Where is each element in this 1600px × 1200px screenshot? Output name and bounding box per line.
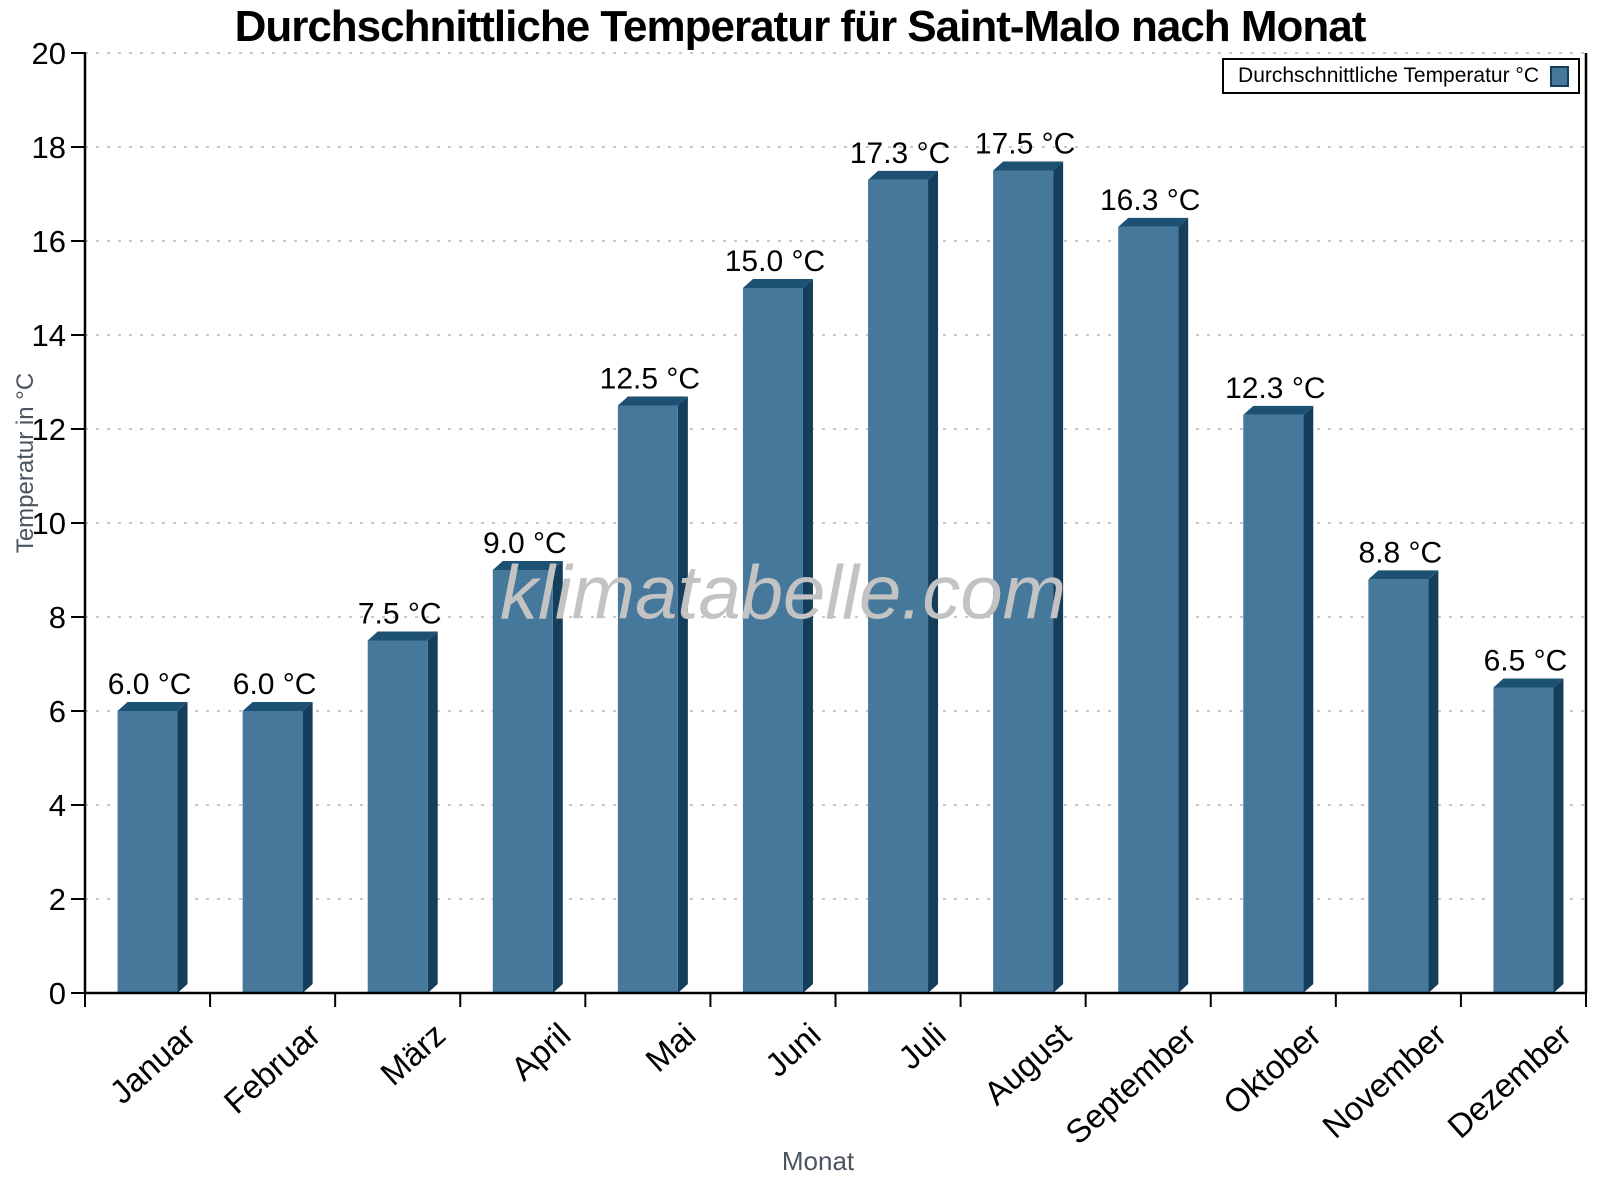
bar-top-face — [868, 170, 939, 180]
value-label: 17.3 °C — [850, 137, 950, 170]
y-tick-label: 6 — [49, 694, 66, 729]
bar-top-face — [492, 561, 563, 570]
y-tick-label: 2 — [49, 882, 66, 917]
bar-top-face — [993, 161, 1064, 171]
x-tick-label: Juli — [891, 1016, 953, 1077]
y-tick-label: 14 — [32, 318, 66, 353]
bar-November — [1368, 579, 1429, 993]
x-tick-label: Dezember — [1440, 1016, 1578, 1145]
x-tick-label: Oktober — [1216, 1016, 1328, 1122]
bar-side-face — [802, 279, 813, 993]
x-axis-title: Monat — [781, 1146, 855, 1176]
value-label: 6.0 °C — [108, 668, 192, 701]
bar-Mai — [617, 405, 678, 993]
bar-Januar — [117, 711, 178, 993]
value-label: 16.3 °C — [1100, 184, 1200, 217]
legend-swatch-icon — [1550, 65, 1569, 87]
legend-label: Durchschnittliche Temperatur °C — [1238, 64, 1539, 87]
bar-top-face — [1243, 405, 1314, 415]
value-label: 8.8 °C — [1359, 536, 1443, 569]
x-tick-label: Juni — [758, 1016, 828, 1084]
x-tick-label: September — [1058, 1016, 1203, 1152]
y-tick-label: 0 — [49, 976, 66, 1011]
value-label: 12.3 °C — [1225, 372, 1325, 405]
bar-side-face — [302, 702, 313, 993]
x-tick-label: Februar — [217, 1016, 328, 1121]
y-tick-label: 18 — [32, 130, 66, 165]
x-tick-label: Januar — [102, 1016, 202, 1111]
bar-top-face — [367, 631, 438, 641]
y-tick-label: 8 — [49, 600, 66, 635]
chart-title: Durchschnittliche Temperatur für Saint-M… — [234, 2, 1367, 51]
bar-top-face — [1118, 217, 1189, 227]
bar-März — [367, 640, 428, 993]
x-tick-label: Mai — [638, 1016, 702, 1079]
bar-top-face — [1368, 570, 1439, 580]
value-label: 7.5 °C — [358, 598, 442, 631]
y-tick-label: 4 — [49, 788, 66, 823]
bar-side-face — [552, 561, 563, 993]
bar-side-face — [1053, 161, 1064, 993]
bar-September — [1118, 226, 1179, 993]
y-tick-label: 20 — [32, 36, 66, 71]
bar-Dezember — [1493, 687, 1554, 993]
bar-top-face — [242, 702, 313, 711]
value-label: 15.0 °C — [725, 245, 825, 278]
value-label: 6.5 °C — [1484, 645, 1568, 678]
bar-top-face — [1493, 678, 1564, 688]
value-label: 12.5 °C — [600, 363, 700, 396]
bar-Oktober — [1243, 414, 1304, 993]
bar-top-face — [117, 702, 188, 711]
y-tick-label: 16 — [32, 224, 66, 259]
bar-side-face — [1428, 570, 1439, 993]
bar-side-face — [677, 396, 688, 993]
value-label: 17.5 °C — [975, 128, 1075, 161]
y-axis-title: Temperatur in °C — [12, 372, 39, 554]
bar-August — [993, 170, 1054, 993]
bar-side-face — [1553, 678, 1564, 993]
value-label: 6.0 °C — [233, 668, 317, 701]
bar-side-face — [1178, 217, 1189, 993]
bar-side-face — [177, 702, 188, 993]
x-tick-label: April — [504, 1016, 578, 1088]
bar-side-face — [1303, 405, 1314, 993]
y-tick-label: 12 — [32, 412, 66, 447]
bar-Juli — [868, 179, 929, 993]
legend: Durchschnittliche Temperatur °C — [1222, 58, 1580, 94]
bar-Februar — [242, 711, 303, 993]
y-tick-label: 10 — [32, 506, 66, 541]
bar-April — [492, 570, 553, 993]
bar-side-face — [427, 631, 438, 993]
bar-top-face — [742, 279, 813, 288]
x-tick-label: November — [1315, 1016, 1453, 1145]
bar-top-face — [617, 396, 688, 406]
x-tick-label: März — [373, 1016, 452, 1093]
value-label: 9.0 °C — [483, 527, 567, 560]
bar-Juni — [742, 288, 803, 993]
bar-side-face — [928, 170, 939, 993]
x-tick-label: August — [977, 1016, 1078, 1112]
